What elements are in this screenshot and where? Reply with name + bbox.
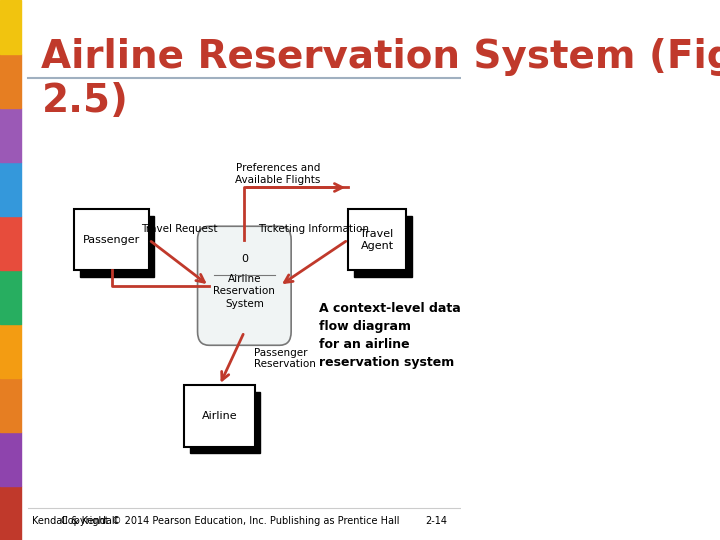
Text: Airline
Reservation
System: Airline Reservation System: [213, 274, 275, 308]
Text: Passenger
Reservation: Passenger Reservation: [253, 348, 315, 369]
FancyBboxPatch shape: [74, 209, 149, 271]
FancyBboxPatch shape: [80, 215, 155, 277]
FancyBboxPatch shape: [197, 226, 291, 345]
Text: Kendall & Kendall: Kendall & Kendall: [32, 516, 117, 526]
Text: 2-14: 2-14: [426, 516, 447, 526]
Text: Airline Reservation System (Figure
2.5): Airline Reservation System (Figure 2.5): [42, 38, 720, 120]
Text: Travel
Agent: Travel Agent: [361, 229, 394, 251]
Bar: [0, 0, 21, 54]
Bar: [0, 486, 21, 540]
Bar: [0, 270, 21, 324]
Text: 0: 0: [241, 254, 248, 264]
Text: Preferences and
Available Flights: Preferences and Available Flights: [235, 163, 320, 185]
Bar: [0, 378, 21, 432]
Text: Travel Request: Travel Request: [140, 224, 217, 234]
Bar: [0, 162, 21, 216]
Text: A context-level data
flow diagram
for an airline
reservation system: A context-level data flow diagram for an…: [319, 302, 461, 369]
Bar: [0, 216, 21, 270]
Text: Copyright © 2014 Pearson Education, Inc. Publishing as Prentice Hall: Copyright © 2014 Pearson Education, Inc.…: [61, 516, 400, 526]
Bar: [0, 54, 21, 108]
Text: Passenger: Passenger: [83, 235, 140, 245]
Text: Airline: Airline: [202, 411, 238, 421]
Text: Ticketing Information: Ticketing Information: [258, 224, 369, 234]
FancyBboxPatch shape: [184, 386, 255, 447]
FancyBboxPatch shape: [189, 392, 260, 453]
Bar: [0, 108, 21, 162]
FancyBboxPatch shape: [354, 215, 412, 277]
FancyBboxPatch shape: [348, 209, 406, 271]
Bar: [0, 324, 21, 378]
Bar: [0, 432, 21, 486]
